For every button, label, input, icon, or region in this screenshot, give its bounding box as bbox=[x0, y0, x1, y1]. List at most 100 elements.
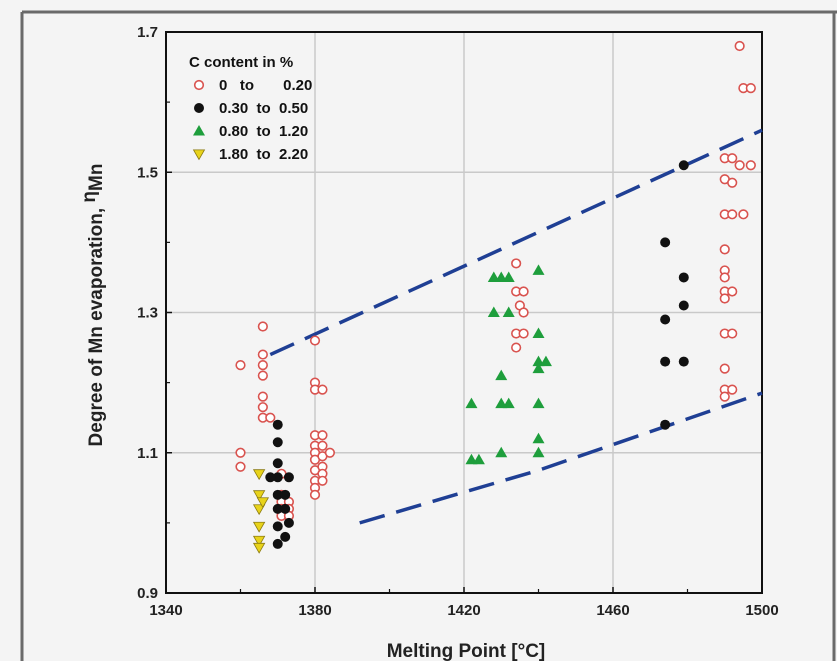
y-axis-title-text: Degree of Mn evaporation, ηMn bbox=[79, 164, 107, 447]
data-point bbox=[495, 446, 508, 458]
data-point bbox=[727, 286, 738, 297]
data-point bbox=[678, 272, 689, 283]
y-tick-label: 1.3 bbox=[137, 305, 158, 322]
data-point bbox=[502, 306, 515, 317]
data-point bbox=[283, 472, 294, 483]
data-point bbox=[532, 264, 545, 275]
data-point bbox=[518, 328, 529, 339]
x-tick-label: 1340 bbox=[149, 602, 182, 619]
data-point bbox=[280, 489, 291, 500]
data-point bbox=[252, 504, 266, 516]
data-point bbox=[727, 209, 738, 220]
data-point bbox=[678, 356, 689, 367]
data-point bbox=[719, 363, 730, 374]
data-point bbox=[738, 209, 749, 220]
data-point bbox=[660, 356, 671, 367]
legend-marker bbox=[192, 149, 206, 161]
upper-bound-line bbox=[269, 128, 763, 357]
data-point bbox=[257, 349, 268, 360]
data-point bbox=[256, 497, 270, 509]
data-point bbox=[465, 397, 478, 409]
data-point bbox=[660, 237, 671, 248]
data-point bbox=[745, 82, 756, 94]
y-tick-label: 1.1 bbox=[137, 445, 158, 462]
data-point bbox=[272, 503, 283, 514]
data-point bbox=[272, 472, 283, 483]
data-point bbox=[309, 335, 321, 346]
data-point bbox=[257, 402, 268, 413]
data-point bbox=[235, 447, 246, 458]
data-point bbox=[727, 328, 738, 339]
data-point bbox=[272, 521, 283, 532]
data-point bbox=[252, 469, 266, 481]
data-point bbox=[487, 306, 500, 317]
data-point bbox=[272, 489, 283, 500]
data-point bbox=[495, 369, 508, 381]
data-point bbox=[532, 362, 545, 374]
data-point bbox=[283, 517, 294, 528]
data-point bbox=[660, 314, 671, 325]
legend-label: 0.80 to 1.20 bbox=[219, 123, 308, 140]
legend-label: 1.80 to 2.20 bbox=[219, 146, 308, 163]
data-point bbox=[252, 490, 266, 502]
axis-ticks: 1340 1380 1420 1460 1500 0.9 1.1 1.3 1.5 1.7 bbox=[137, 24, 779, 619]
data-point bbox=[502, 271, 515, 282]
gridlines bbox=[166, 32, 762, 593]
legend-title: C content in % bbox=[189, 54, 293, 71]
data-point bbox=[511, 342, 522, 353]
data-point bbox=[272, 458, 283, 469]
x-tick-label: 1500 bbox=[745, 602, 778, 619]
data-point bbox=[324, 447, 336, 458]
data-points bbox=[235, 40, 756, 554]
data-point bbox=[252, 542, 266, 554]
data-point bbox=[539, 355, 552, 367]
data-point bbox=[272, 419, 283, 430]
data-point bbox=[719, 272, 730, 283]
data-point bbox=[272, 538, 283, 549]
data-point bbox=[727, 177, 738, 188]
x-tick-label: 1420 bbox=[447, 602, 480, 619]
data-point bbox=[252, 521, 266, 533]
data-point bbox=[317, 430, 328, 441]
legend-marker bbox=[194, 103, 204, 113]
data-point bbox=[532, 432, 545, 444]
data-point bbox=[518, 286, 529, 297]
bound-lines bbox=[269, 128, 763, 525]
y-tick-label: 1.5 bbox=[137, 164, 158, 181]
data-point bbox=[678, 300, 689, 311]
data-point bbox=[719, 244, 730, 255]
x-axis-title: Melting Point [°C] bbox=[387, 641, 546, 661]
data-point bbox=[734, 40, 745, 52]
legend-marker bbox=[193, 125, 205, 136]
data-point bbox=[727, 153, 738, 164]
data-point bbox=[235, 359, 246, 371]
data-point bbox=[252, 535, 266, 547]
data-point bbox=[727, 384, 738, 395]
data-point bbox=[472, 453, 485, 465]
legend-label: 0.30 to 0.50 bbox=[219, 100, 308, 117]
data-point bbox=[532, 446, 545, 458]
data-point bbox=[745, 160, 756, 171]
data-point bbox=[257, 370, 268, 381]
y-axis-title-main: Degree of Mn evaporation, bbox=[86, 203, 107, 447]
data-point bbox=[678, 160, 689, 171]
data-point bbox=[257, 359, 268, 371]
data-point bbox=[265, 472, 276, 483]
x-tick-label: 1460 bbox=[596, 602, 629, 619]
data-point bbox=[317, 475, 328, 486]
data-point bbox=[719, 391, 730, 402]
lower-bound-line bbox=[359, 391, 763, 525]
data-point bbox=[734, 160, 745, 171]
data-point bbox=[280, 503, 291, 514]
data-point bbox=[502, 397, 515, 409]
data-point bbox=[265, 412, 276, 423]
data-point bbox=[719, 293, 730, 304]
x-tick-label: 1380 bbox=[298, 602, 331, 619]
y-axis-title-symbol: η bbox=[79, 191, 100, 203]
data-point bbox=[518, 307, 529, 318]
data-point bbox=[280, 531, 291, 542]
data-point bbox=[317, 440, 328, 451]
data-point bbox=[235, 461, 246, 472]
